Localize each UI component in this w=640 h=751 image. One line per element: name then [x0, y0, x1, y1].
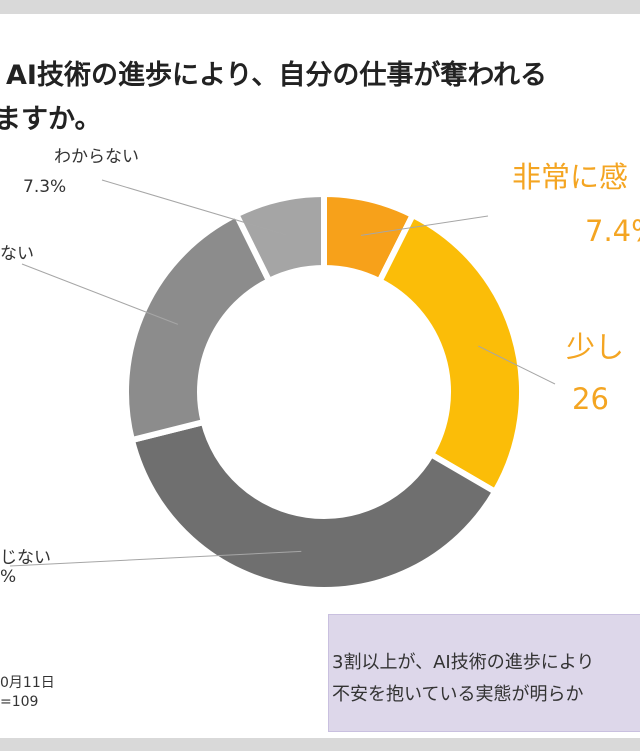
- slice-not-much: [123, 210, 274, 444]
- slice-label-not-at-all: じない: [0, 548, 51, 568]
- note-line-2: 不安を抱いている実態が明らか: [332, 684, 584, 705]
- slice-value-somewhat: 26: [572, 382, 609, 416]
- slice-label-not-much: ない: [0, 244, 34, 264]
- donut-chart: [9, 179, 556, 593]
- leader-line: [361, 215, 489, 236]
- chart-title: AI技術の進歩により、自分の仕事が奪われる ますか。: [0, 54, 640, 142]
- slice-value-unknown: 7.3%: [23, 177, 67, 197]
- slice-label-unknown: わからない: [54, 147, 139, 167]
- slice-value-not-at-all: %: [0, 567, 17, 587]
- summary-note: 3割以上が、AI技術の進歩により 不安を抱いている実態が明らか: [328, 614, 640, 732]
- leader-line: [21, 263, 179, 325]
- slice-unknown: [232, 190, 327, 285]
- slice-somewhat: [375, 210, 525, 496]
- survey-source: 0月11日 =109: [0, 674, 55, 712]
- slide: AI技術の進歩により、自分の仕事が奪われる ますか。 わからない 7.3% ない…: [0, 14, 640, 738]
- slice-label-very: 非常に感: [512, 160, 629, 194]
- leader-line: [101, 179, 288, 236]
- slice-label-somewhat: 少し: [566, 330, 625, 364]
- source-date: 0月11日: [0, 675, 55, 691]
- leader-line: [478, 345, 556, 385]
- source-sample-size: =109: [0, 694, 39, 710]
- note-line-1: 3割以上が、AI技術の進歩により: [332, 652, 595, 673]
- title-line-2: ますか。: [0, 104, 102, 135]
- leader-line: [9, 550, 302, 567]
- slice-not-at-all: [128, 418, 500, 593]
- title-line-1: AI技術の進歩により、自分の仕事が奪われる: [6, 60, 547, 91]
- slice-value-very: 7.4%: [585, 214, 640, 248]
